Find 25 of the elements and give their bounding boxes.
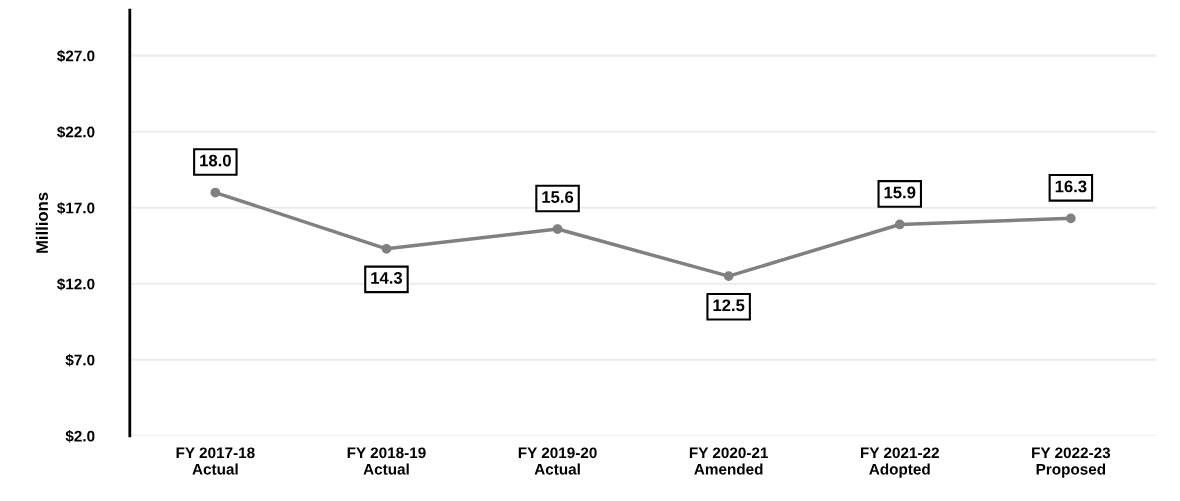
x-tick-label: FY 2019-20 Actual bbox=[518, 447, 597, 475]
y-axis-title: Millions bbox=[35, 192, 48, 253]
x-tick-label: FY 2018-19 Actual bbox=[347, 447, 426, 475]
data-label: 16.3 bbox=[1055, 180, 1087, 193]
data-label: 12.5 bbox=[713, 299, 745, 312]
point bbox=[210, 187, 221, 198]
y-tick-label: $12.0 bbox=[57, 277, 95, 291]
y-tick-label: $2.0 bbox=[65, 430, 95, 443]
point bbox=[723, 271, 734, 282]
x-tick-label: FY 2022-23 Proposed bbox=[1032, 447, 1111, 478]
data-label: 14.3 bbox=[371, 272, 403, 284]
point bbox=[552, 224, 563, 234]
y-tick-label: $7.0 bbox=[65, 354, 95, 367]
data-label: 18.0 bbox=[200, 154, 231, 167]
x-tick-label: FY 2021-22 Adopted bbox=[860, 447, 939, 478]
point bbox=[1065, 213, 1076, 224]
x-tick-label: FY 2020-21 Amended bbox=[689, 447, 769, 475]
y-tick-label: $22.0 bbox=[57, 125, 95, 139]
x-tick-label: FY 2017-18 Actual bbox=[176, 447, 255, 475]
point bbox=[894, 219, 905, 230]
point bbox=[381, 243, 392, 254]
y-tick-label: $27.0 bbox=[57, 49, 95, 63]
data-label: 15.9 bbox=[884, 186, 916, 199]
data-label: 15.6 bbox=[542, 191, 574, 203]
y-tick-label: $17.0 bbox=[57, 201, 95, 215]
